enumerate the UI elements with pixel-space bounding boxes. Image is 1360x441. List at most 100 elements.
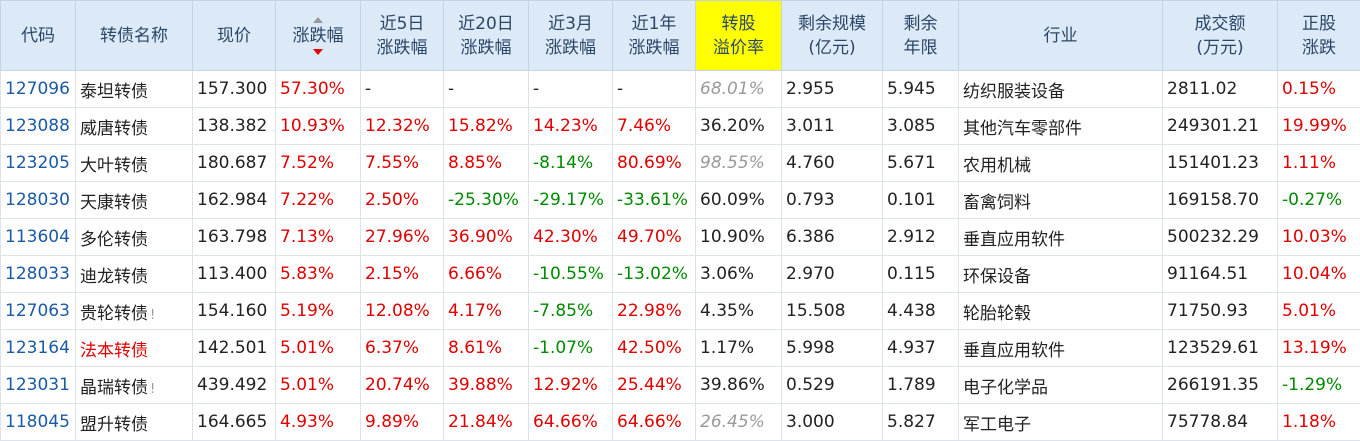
- cell: 5.19%: [275, 292, 361, 330]
- cell-text: 123164: [5, 338, 70, 358]
- cell: 12.92%: [528, 366, 613, 404]
- cell: 0.793: [781, 181, 883, 219]
- cell: 垂直应用软件: [958, 329, 1163, 367]
- data-row[interactable]: 128033 迪龙转债 113.400 5.83% 2.15% 6.66% -10.55% -…: [0, 255, 1360, 293]
- bond-name[interactable]: 盟升转债: [75, 403, 193, 441]
- bond-name[interactable]: 多伦转债: [75, 218, 193, 256]
- cell: 39.88%: [443, 366, 529, 404]
- cell-text: 8.61%: [448, 338, 503, 358]
- cell: 其他汽车零部件: [958, 107, 1163, 145]
- column-header[interactable]: 正股 涨跌: [1277, 0, 1360, 71]
- cell: -7.85%: [528, 292, 613, 330]
- bond-code[interactable]: 113604: [0, 218, 76, 256]
- cell: 164.665: [192, 403, 276, 441]
- cell-text: 垂直应用软件: [963, 340, 1065, 361]
- bond-name[interactable]: 天康转债: [75, 181, 193, 219]
- column-header[interactable]: 行业: [958, 0, 1163, 71]
- cell-text: -10.55%: [533, 264, 604, 284]
- cell: 64.66%: [528, 403, 613, 441]
- sort-desc-icon[interactable]: [313, 48, 323, 55]
- cell: 电子化学品: [958, 366, 1163, 404]
- header-text: 剩余规模 (亿元): [798, 13, 866, 58]
- cell-text: 123031: [5, 375, 70, 395]
- cell: -10.55%: [528, 255, 613, 293]
- bond-code[interactable]: 123031: [0, 366, 76, 404]
- cell-text: 500232.29: [1167, 227, 1259, 247]
- bond-code[interactable]: 127063: [0, 292, 76, 330]
- column-header[interactable]: 现价: [192, 0, 276, 71]
- bond-code[interactable]: 123205: [0, 144, 76, 182]
- bond-code[interactable]: 128033: [0, 255, 76, 293]
- cell: 49.70%: [612, 218, 696, 256]
- cell-text: -: [448, 79, 455, 99]
- cell: 123529.61: [1162, 329, 1278, 367]
- bond-code[interactable]: 128030: [0, 181, 76, 219]
- bond-code[interactable]: 123164: [0, 329, 76, 367]
- bond-name[interactable]: 晶瑞转债!: [75, 366, 193, 404]
- bond-name[interactable]: 法本转债: [75, 329, 193, 367]
- bond-code[interactable]: 127096: [0, 70, 76, 108]
- data-row[interactable]: 128030 天康转债 162.984 7.22% 2.50% -25.30% -29.17…: [0, 181, 1360, 219]
- cell-text: 10.03%: [1282, 227, 1347, 247]
- data-row[interactable]: 118045 盟升转债 164.665 4.93% 9.89% 21.84% 64.66% 6…: [0, 403, 1360, 441]
- data-row[interactable]: 127096 泰坦转债 157.300 57.30% - - - -68.01% 2.955 5.…: [0, 70, 1360, 108]
- cell: 2.955: [781, 70, 883, 108]
- cell: 15.508: [781, 292, 883, 330]
- cell: 169158.70: [1162, 181, 1278, 219]
- column-header[interactable]: 转债名称: [75, 0, 193, 71]
- cell: -: [528, 70, 613, 108]
- column-header[interactable]: 近20日 涨跌幅: [443, 0, 529, 71]
- column-header[interactable]: 剩余规模 (亿元): [781, 0, 883, 71]
- bond-code[interactable]: 118045: [0, 403, 76, 441]
- data-row[interactable]: 123164 法本转债 142.501 5.01% 6.37% 8.61% -1.07% 42…: [0, 329, 1360, 367]
- cell: 1.11%: [1277, 144, 1360, 182]
- bond-name[interactable]: 贵轮转债!: [75, 292, 193, 330]
- header-text: 现价: [217, 25, 251, 46]
- cell: 64.66%: [612, 403, 696, 441]
- cell-text: 123205: [5, 153, 70, 173]
- data-row[interactable]: 123205 大叶转债 180.687 7.52% 7.55% 8.85% -8.14% 80…: [0, 144, 1360, 182]
- cell: 环保设备: [958, 255, 1163, 293]
- cell: 4.93%: [275, 403, 361, 441]
- bond-name[interactable]: 泰坦转债: [75, 70, 193, 108]
- cell: 6.37%: [360, 329, 444, 367]
- cell-text: 农用机械: [963, 155, 1031, 176]
- cell: 68.01%: [695, 70, 782, 108]
- cell-text: 12.08%: [365, 301, 430, 321]
- data-row[interactable]: 127063 贵轮转债! 154.160 5.19% 12.08% 4.17% -7.85%…: [0, 292, 1360, 330]
- column-header[interactable]: 代码: [0, 0, 76, 71]
- cell: 8.85%: [443, 144, 529, 182]
- cell: 80.69%: [612, 144, 696, 182]
- header-text: 近3月 涨跌幅: [545, 13, 596, 58]
- cell-text: 14.23%: [533, 116, 598, 136]
- column-header[interactable]: 近1年 涨跌幅: [612, 0, 696, 71]
- cell-text: 42.50%: [617, 338, 682, 358]
- bond-code[interactable]: 123088: [0, 107, 76, 145]
- data-row[interactable]: 123088 威唐转债 138.382 10.93% 12.32% 15.82% 14.23…: [0, 107, 1360, 145]
- bond-name[interactable]: 大叶转债: [75, 144, 193, 182]
- cell-text: 0.115: [887, 264, 936, 284]
- bond-name[interactable]: 迪龙转债: [75, 255, 193, 293]
- column-header[interactable]: 剩余 年限: [882, 0, 959, 71]
- cell-text: 266191.35: [1167, 375, 1259, 395]
- column-header[interactable]: 转股 溢价率: [695, 0, 782, 71]
- cell-text: 0.101: [887, 190, 936, 210]
- cell: 36.90%: [443, 218, 529, 256]
- cell-text: 57.30%: [280, 79, 345, 99]
- column-header[interactable]: 成交额 (万元): [1162, 0, 1278, 71]
- data-row[interactable]: 123031 晶瑞转债! 439.492 5.01% 20.74% 39.88% 12.92…: [0, 366, 1360, 404]
- cell-text: 5.19%: [280, 301, 335, 321]
- bond-name[interactable]: 威唐转债: [75, 107, 193, 145]
- cell-text: 142.501: [197, 338, 268, 358]
- column-header[interactable]: 近5日 涨跌幅: [360, 0, 444, 71]
- column-header[interactable]: 涨跌幅: [275, 0, 361, 71]
- cell: 5.01%: [275, 329, 361, 367]
- cell: 5.83%: [275, 255, 361, 293]
- cell-text: 123529.61: [1167, 338, 1259, 358]
- sort-asc-icon[interactable]: [313, 16, 323, 23]
- cell: 2.912: [882, 218, 959, 256]
- cell-text: 法本转债: [80, 340, 148, 361]
- column-header[interactable]: 近3月 涨跌幅: [528, 0, 613, 71]
- data-row[interactable]: 113604 多伦转债 163.798 7.13% 27.96% 36.90% 42.30%…: [0, 218, 1360, 256]
